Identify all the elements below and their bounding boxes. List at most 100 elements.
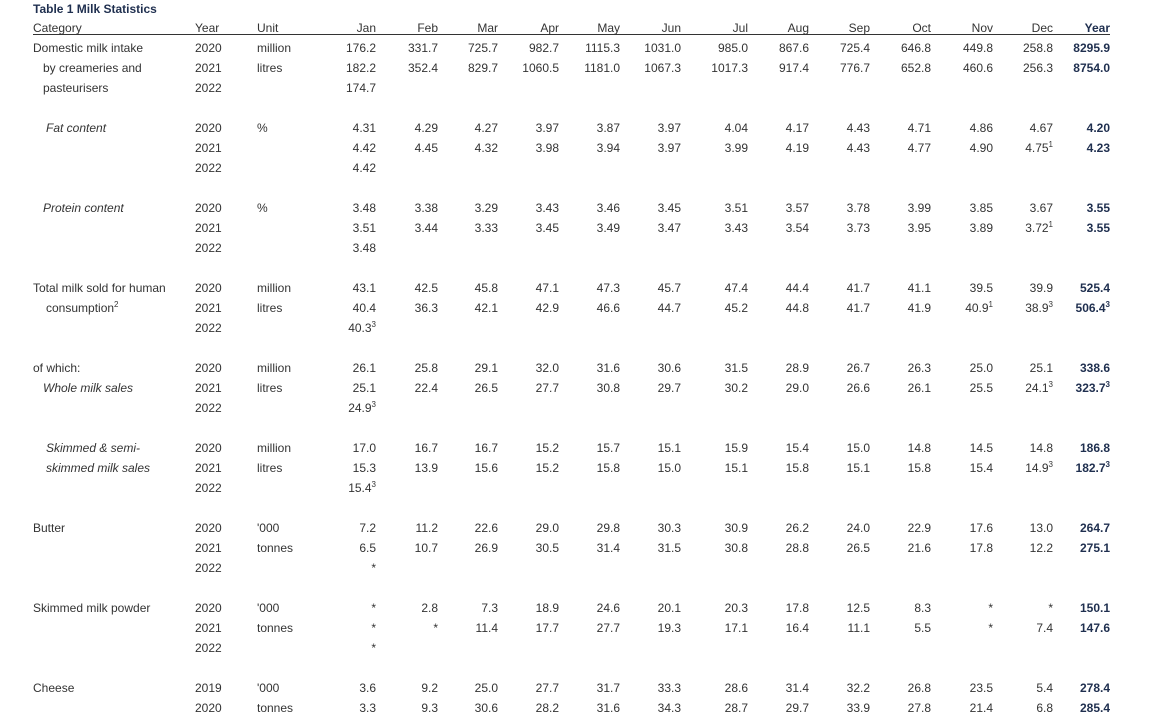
year-total-cell: 278.4 [1079, 681, 1110, 695]
row-year: 2021 [195, 301, 222, 315]
data-cell: 14.8 [1029, 441, 1053, 455]
data-cell: 42.9 [535, 301, 559, 315]
data-cell: 1115.3 [585, 41, 620, 55]
data-cell: 47.1 [535, 281, 559, 295]
data-cell: 7.4 [1036, 621, 1053, 635]
data-cell: 41.7 [846, 281, 870, 295]
data-cell: 3.95 [907, 221, 931, 235]
data-cell: 829.7 [467, 61, 498, 75]
data-cell: 3.97 [535, 121, 559, 135]
data-cell: 32.2 [846, 681, 870, 695]
data-cell: 27.7 [535, 681, 559, 695]
data-cell: 3.67 [1029, 201, 1053, 215]
data-cell: 26.5 [474, 381, 498, 395]
data-cell: 31.4 [596, 541, 620, 555]
data-cell: * [371, 601, 376, 615]
data-cell: 30.5 [535, 541, 559, 555]
header-rule [33, 34, 1110, 35]
data-cell: 15.2 [535, 461, 559, 475]
data-cell: 29.0 [785, 381, 809, 395]
unit-label: '000 [257, 521, 280, 535]
data-cell: 29.7 [657, 381, 681, 395]
data-cell: 12.2 [1029, 541, 1053, 555]
header-year: Year [195, 21, 220, 35]
data-cell: 24.0 [846, 521, 870, 535]
data-cell: 3.73 [846, 221, 870, 235]
data-cell: 4.751 [1025, 140, 1053, 156]
data-cell: 3.43 [535, 201, 559, 215]
row-year: 2021 [195, 381, 222, 395]
data-cell: 15.0 [657, 461, 681, 475]
data-cell: 30.3 [657, 521, 681, 535]
data-cell: 33.9 [846, 701, 870, 715]
data-cell: 725.4 [839, 41, 870, 55]
data-cell: 16.4 [785, 621, 809, 635]
data-cell: 331.7 [407, 41, 438, 55]
data-cell: 13.9 [414, 461, 438, 475]
unit-label: % [257, 201, 268, 215]
category-label: of which: [33, 361, 81, 375]
unit-label: litres [257, 381, 283, 395]
data-cell: * [371, 561, 376, 575]
data-cell: 26.1 [907, 381, 931, 395]
row-year: 2022 [195, 321, 222, 335]
data-cell: 40.33 [348, 320, 376, 336]
data-cell: 4.17 [785, 121, 809, 135]
data-cell: 2.8 [421, 601, 438, 615]
data-cell: 17.6 [969, 521, 993, 535]
data-cell: 4.42 [352, 141, 376, 155]
category-label: by creameries and [43, 61, 142, 75]
data-cell: 30.9 [724, 521, 748, 535]
data-cell: 13.0 [1029, 521, 1053, 535]
header-month-mar: Mar [477, 21, 498, 35]
data-cell: 1067.3 [644, 61, 681, 75]
data-cell: 45.8 [474, 281, 498, 295]
category-label: Cheese [33, 681, 75, 695]
data-cell: 26.1 [352, 361, 376, 375]
header-month-nov: Nov [971, 21, 993, 35]
unit-label: '000 [257, 681, 280, 695]
data-cell: 32.0 [535, 361, 559, 375]
data-cell: 31.7 [596, 681, 620, 695]
data-cell: 460.6 [962, 61, 993, 75]
data-cell: 15.8 [907, 461, 931, 475]
data-cell: 29.1 [474, 361, 498, 375]
data-cell: 174.7 [345, 81, 376, 95]
header-month-sep: Sep [848, 21, 870, 35]
data-cell: 3.46 [596, 201, 620, 215]
row-year: 2020 [195, 121, 222, 135]
data-cell: 5.5 [914, 621, 931, 635]
data-cell: 3.49 [596, 221, 620, 235]
data-cell: 3.89 [969, 221, 993, 235]
data-cell: 15.1 [846, 461, 870, 475]
data-cell: 176.2 [345, 41, 376, 55]
category-label: skimmed milk sales [46, 461, 151, 475]
data-cell: 4.29 [414, 121, 438, 135]
data-cell: 646.8 [900, 41, 931, 55]
data-cell: 3.94 [596, 141, 620, 155]
data-cell: 41.1 [907, 281, 931, 295]
header-month-aug: Aug [787, 21, 809, 35]
data-cell: 449.8 [962, 41, 993, 55]
row-year: 2021 [195, 61, 222, 75]
year-total-cell: 8754.0 [1073, 61, 1110, 75]
data-cell: 4.67 [1029, 121, 1053, 135]
data-cell: 25.0 [969, 361, 993, 375]
data-cell: 15.0 [846, 441, 870, 455]
row-year: 2020 [195, 441, 222, 455]
row-year: 2021 [195, 461, 222, 475]
data-cell: 3.3 [359, 701, 376, 715]
row-year: 2021 [195, 141, 222, 155]
data-cell: 14.93 [1025, 460, 1053, 476]
data-cell: 34.3 [657, 701, 681, 715]
data-cell: 4.27 [474, 121, 498, 135]
data-cell: 4.32 [474, 141, 498, 155]
data-cell: 28.9 [785, 361, 809, 375]
header-month-dec: Dec [1031, 21, 1053, 35]
data-cell: 4.43 [846, 141, 870, 155]
header-month-jul: Jul [732, 21, 748, 35]
header-category: Category [33, 21, 82, 35]
data-cell: 16.7 [414, 441, 438, 455]
data-cell: 20.1 [657, 601, 681, 615]
data-cell: * [371, 621, 376, 635]
